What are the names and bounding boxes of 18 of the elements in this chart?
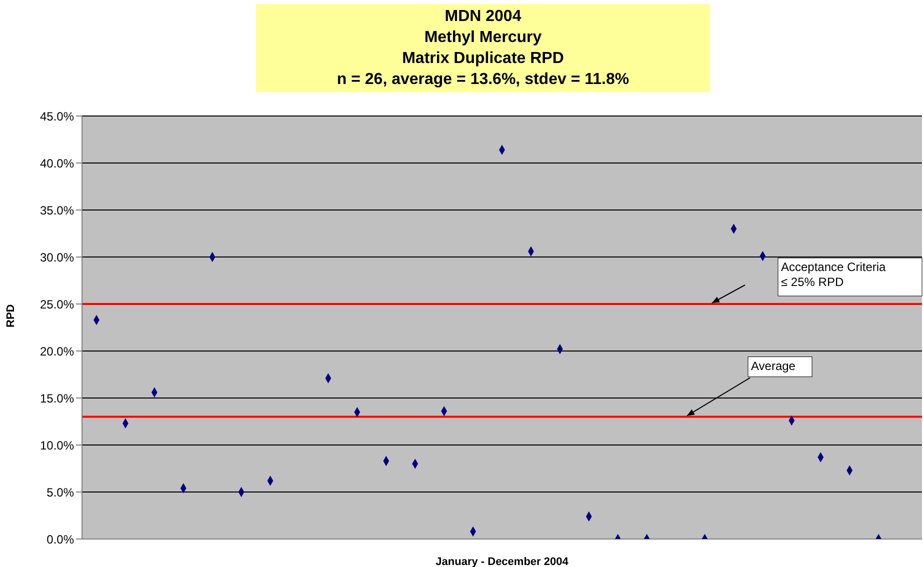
label-box: Acceptance Criteria ≤ 25% RPD	[778, 258, 922, 296]
y-tick-label: 0.0%	[46, 532, 74, 546]
y-tick-label: 15.0%	[40, 391, 74, 406]
y-tick-label: 40.0%	[40, 156, 74, 170]
y-tick-label: 25.0%	[40, 297, 74, 312]
y-tick-label: 35.0%	[40, 203, 74, 218]
y-tick-label: 10.0%	[40, 438, 74, 452]
y-tick-label: 30.0%	[40, 250, 74, 264]
ref-line-label: Acceptance Criteria ≤ 25% RPD	[781, 260, 886, 289]
label-box: Average	[748, 356, 812, 378]
chart-title: MDN 2004 Methyl Mercury Matrix Duplicate RPD	[401, 7, 565, 69]
ref-line-label: Average	[751, 358, 796, 373]
y-tick-label: 5.0%	[46, 485, 74, 500]
x-axis-title: January - December 2004	[436, 556, 570, 567]
y-tick-label: 45.0%	[40, 109, 74, 124]
y-tick-label: 20.0%	[40, 344, 74, 358]
y-axis-title: RPD	[4, 304, 17, 328]
chart-subtitle: n = 26, average = 13.6%, stdev = 11.8%	[336, 70, 630, 90]
